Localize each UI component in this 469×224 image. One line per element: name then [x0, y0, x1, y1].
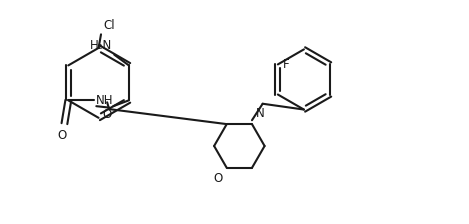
Text: F: F [283, 58, 289, 71]
Text: N: N [256, 107, 265, 120]
Text: NH: NH [96, 94, 113, 107]
Text: O: O [102, 108, 111, 121]
Text: Cl: Cl [104, 19, 115, 32]
Text: O: O [57, 129, 67, 142]
Text: H₂N: H₂N [90, 39, 112, 52]
Text: O: O [213, 172, 223, 185]
